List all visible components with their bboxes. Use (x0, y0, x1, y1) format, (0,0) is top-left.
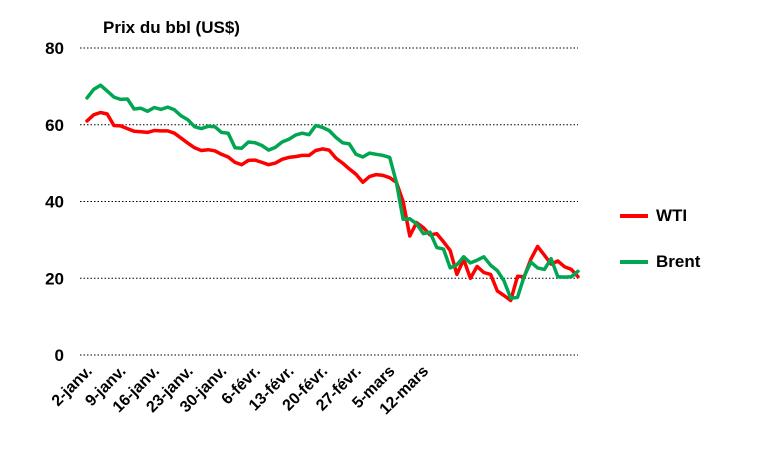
legend-label-wti: WTI (656, 206, 688, 225)
series-line-wti (85, 110, 580, 303)
legend-item-wti: WTI (620, 205, 700, 227)
legend-item-brent: Brent (620, 251, 700, 273)
y-tick-label: 80 (45, 39, 64, 58)
legend-swatch-brent (620, 260, 648, 264)
y-tick-label: 60 (45, 116, 64, 135)
chart-title: Prix du bbl (US$) (103, 18, 240, 37)
y-tick-label: 0 (55, 346, 64, 365)
legend-swatch-wti (620, 214, 648, 218)
y-tick-label: 20 (45, 269, 64, 288)
series-line-brent (85, 83, 580, 300)
legend: WTI Brent (620, 205, 700, 297)
y-tick-label: 40 (45, 193, 64, 212)
legend-label-brent: Brent (656, 252, 701, 271)
